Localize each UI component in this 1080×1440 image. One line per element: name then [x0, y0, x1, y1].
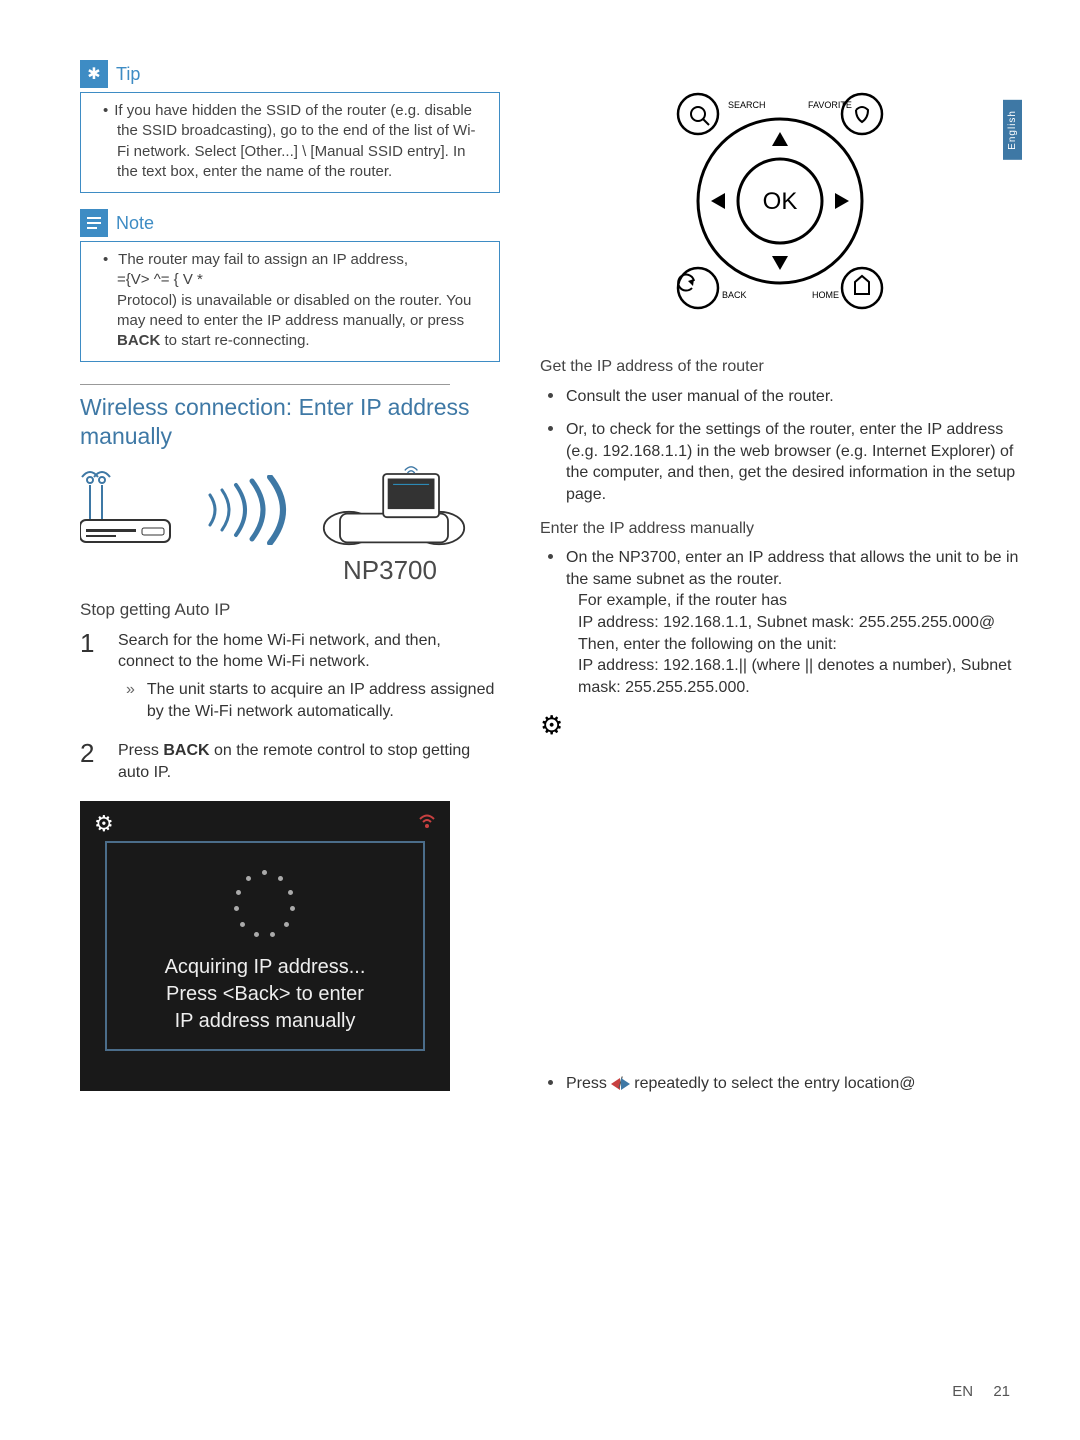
step-1-sub: The unit starts to acquire an IP address… [147, 679, 500, 722]
section-rule [80, 384, 450, 385]
model-label: NP3700 [280, 555, 500, 586]
tip-body: If you have hidden the SSID of the route… [103, 101, 487, 182]
up-arrow-icon [772, 132, 788, 146]
tip-title: Tip [116, 64, 140, 85]
wifi-waves-icon [202, 475, 302, 545]
wifi-status-icon [418, 811, 436, 837]
remote-control-icon: OK SEARCH FAVORITE BACK HOME [650, 76, 910, 326]
settings-callout: ⚙ [540, 710, 1020, 741]
bullet-check-settings: Or, to check for the settings of the rou… [566, 419, 1020, 505]
left-arrow-icon [711, 193, 725, 209]
back-label: BACK [722, 290, 747, 300]
section-title: Wireless connection: Enter IP address ma… [80, 393, 500, 451]
language-tab: English [1003, 100, 1022, 160]
right-arrow-icon [835, 193, 849, 209]
page-footer: EN 21 [952, 1383, 1010, 1400]
bullet-enter-ip: On the NP3700, enter an IP address that … [566, 547, 1020, 698]
device-icon [314, 465, 474, 555]
screen-line-2: Press <Back> to enter [165, 981, 366, 1008]
ok-label: OK [763, 188, 798, 215]
step-1: Search for the home Wi-Fi network, and t… [80, 630, 500, 722]
favorite-label: FAVORITE [808, 100, 852, 110]
step-2: Press BACK on the remote control to stop… [80, 740, 500, 783]
device-screenshot: ⚙ Acquiring IP address... Press < [80, 801, 450, 1091]
note-callout: Note The router may fail to assign an IP… [80, 209, 500, 362]
home-label: HOME [812, 290, 839, 300]
right-triangle-icon [621, 1078, 630, 1090]
bullet-consult-manual: Consult the user manual of the router. [566, 386, 1020, 408]
note-title: Note [116, 213, 154, 234]
stop-auto-ip-heading: Stop getting Auto IP [80, 600, 500, 620]
enter-ip-heading: Enter the IP address manually [540, 518, 1020, 540]
footer-lang: EN [952, 1383, 973, 1400]
bullet-press-arrows: Press / repeatedly to select the entry l… [566, 1073, 1020, 1095]
search-label: SEARCH [728, 100, 766, 110]
down-arrow-icon [772, 256, 788, 270]
gear-icon: ⚙ [94, 811, 114, 837]
get-ip-heading: Get the IP address of the router [540, 356, 1020, 378]
footer-page: 21 [993, 1383, 1010, 1400]
spinner-icon [230, 870, 300, 940]
tip-callout: ✱ Tip If you have hidden the SSID of the… [80, 60, 500, 193]
gear-icon: ⚙ [540, 710, 563, 740]
note-body: The router may fail to assign an IP addr… [103, 250, 487, 351]
router-icon [80, 465, 190, 555]
note-icon [80, 209, 108, 237]
result-arrow-icon: » [126, 679, 135, 722]
illustration-row [80, 465, 500, 555]
ip-example-text: For example, if the router has IP addres… [566, 590, 1020, 698]
screen-line-3: IP address manually [165, 1008, 366, 1035]
screen-line-1: Acquiring IP address... [165, 954, 366, 981]
tip-icon: ✱ [80, 60, 108, 88]
